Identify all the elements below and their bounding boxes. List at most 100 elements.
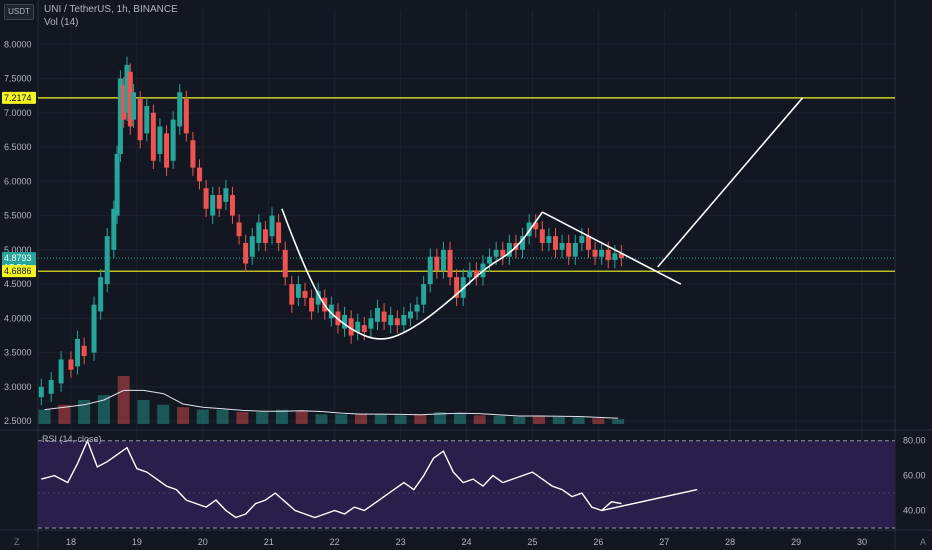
candle-body <box>276 222 282 243</box>
candle-body <box>342 314 348 329</box>
candle-body <box>177 92 183 127</box>
time-tick-label: 30 <box>857 537 867 547</box>
candle-body <box>197 167 203 182</box>
candle-body <box>75 338 81 367</box>
candle-body <box>500 249 506 257</box>
cup-pattern-curve <box>281 208 543 340</box>
volume-bar <box>78 400 91 424</box>
volume-bar <box>256 412 269 424</box>
candle-body <box>236 222 242 237</box>
trend-line-drawing <box>657 97 804 268</box>
candle-body <box>585 236 591 250</box>
candle-body <box>124 64 130 113</box>
candle-body <box>381 311 387 322</box>
candle-body <box>473 270 479 278</box>
candle-body <box>190 140 196 168</box>
candle-body <box>68 359 74 370</box>
candle-body <box>618 253 624 259</box>
candle-body <box>38 386 44 398</box>
price-tag-label: 4.8793 <box>4 253 32 263</box>
price-tick-label: 4.5000 <box>4 279 32 289</box>
candle-body <box>170 119 176 161</box>
volume-indicator-label[interactable]: Vol (14) <box>44 17 79 28</box>
candle-body <box>295 284 301 298</box>
price-tick-label: 5.0000 <box>4 245 32 255</box>
time-tick-label: 18 <box>66 537 76 547</box>
volume-bar <box>97 395 110 424</box>
time-tick-label: 27 <box>659 537 669 547</box>
candle-body <box>216 195 222 209</box>
price-tag-box <box>2 265 36 278</box>
volume-bar <box>612 419 625 424</box>
volume-bar <box>157 404 170 424</box>
candle-body <box>144 105 150 134</box>
candle-body <box>414 304 420 312</box>
volume-bar <box>275 409 288 424</box>
time-tick-label: 29 <box>791 537 801 547</box>
volume-bar <box>295 410 308 424</box>
candle-body <box>302 290 308 298</box>
rsi-tick-label: 40.00 <box>903 506 926 516</box>
candle-body <box>131 92 137 120</box>
price-tag-box <box>2 252 36 265</box>
candle-body <box>407 311 413 319</box>
rsi-tick-label: 60.00 <box>903 471 926 481</box>
candle-body <box>223 188 229 202</box>
volume-bar <box>315 414 328 424</box>
candle-body <box>421 284 427 305</box>
candle-body <box>520 236 526 250</box>
volume-bar <box>38 409 51 424</box>
candle-body <box>117 78 123 154</box>
candle-body <box>58 359 64 384</box>
time-tick-label: 21 <box>264 537 274 547</box>
candle-body <box>355 321 361 333</box>
volume-ma-line <box>44 389 619 419</box>
volume-bar <box>335 414 348 424</box>
rsi-band <box>38 440 895 528</box>
candle-body <box>229 195 235 216</box>
candle-body <box>572 242 578 257</box>
rsi-indicator-label[interactable]: RSI (14, close) <box>42 434 102 444</box>
candle-body <box>315 290 321 305</box>
candle-body <box>48 380 54 394</box>
candle-body <box>104 236 110 285</box>
price-tag-label: 7.2174 <box>4 93 32 103</box>
rsi-pane[interactable] <box>38 438 895 529</box>
candle-body <box>394 318 400 326</box>
axes: 8.0000 7.5000 7.0000 6.5000 6.0000 5.5000 5.00… <box>4 39 926 547</box>
candle-body <box>262 229 268 243</box>
price-tick-label: 6.5000 <box>4 142 32 152</box>
volume-bar <box>414 414 427 424</box>
candle-body <box>256 222 262 243</box>
volume-bar <box>453 413 466 424</box>
price-tick-label: 4.0000 <box>4 313 32 323</box>
price-tag-box <box>2 91 36 104</box>
price-tick-label: 8.0000 <box>4 39 32 49</box>
candle-body <box>309 297 315 312</box>
candle-body <box>546 236 552 243</box>
volume-bar <box>216 409 229 424</box>
zoom-icon[interactable]: Z <box>14 537 20 547</box>
candle-body <box>328 304 334 319</box>
volume-bar <box>552 416 565 424</box>
chart-title: UNI / TetherUS, 1h, BINANCE <box>44 4 178 15</box>
gear-icon[interactable]: A <box>919 537 926 547</box>
volume-bar <box>117 376 130 424</box>
rsi-tick-label: 80.00 <box>903 436 926 446</box>
time-tick-label: 24 <box>461 537 471 547</box>
candle-body <box>375 308 381 322</box>
time-tick-label: 19 <box>132 537 142 547</box>
symbol-badge[interactable]: USDT <box>4 4 34 20</box>
candle-body <box>361 325 367 333</box>
time-tick-label: 20 <box>198 537 208 547</box>
volume-bar <box>394 415 407 424</box>
candle-body <box>552 236 558 250</box>
rsi-line <box>41 438 622 519</box>
candle-body <box>368 318 374 329</box>
time-tick-label: 26 <box>593 537 603 547</box>
candle-body <box>612 253 618 261</box>
volume-bar <box>533 415 546 424</box>
volume-bar <box>58 404 71 424</box>
candle-body <box>427 256 433 285</box>
